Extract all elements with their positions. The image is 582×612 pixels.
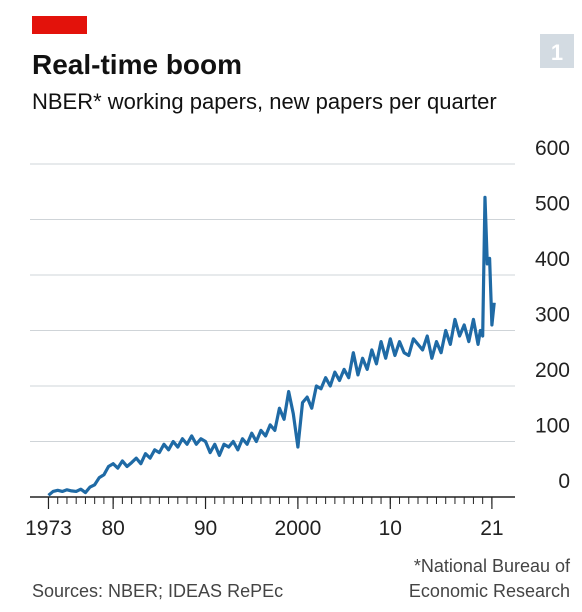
x-tick-label: 2000 — [275, 517, 322, 540]
x-tick-label: 1973 — [25, 517, 72, 540]
source: Sources: NBER; IDEAS RePEc — [32, 581, 283, 601]
y-tick-label: 200 — [535, 359, 570, 382]
chart-subtitle: NBER* working papers, new papers per qua… — [32, 89, 497, 114]
x-tick-label: 90 — [194, 517, 217, 540]
brand-bar — [32, 16, 87, 34]
y-tick-label: 400 — [535, 248, 570, 271]
y-tick-label: 0 — [558, 470, 570, 493]
badge-number: 1 — [551, 40, 563, 65]
y-tick-label: 300 — [535, 304, 570, 327]
footnote: *National Bureau of — [414, 556, 571, 576]
y-tick-label: 100 — [535, 415, 570, 438]
x-tick-label: 80 — [101, 517, 124, 540]
data-line — [47, 195, 496, 497]
x-tick-label: 21 — [480, 517, 503, 540]
chart-title: Real-time boom — [32, 49, 242, 80]
badge — [540, 34, 574, 68]
footnote: Economic Research — [409, 581, 570, 601]
y-tick-label: 600 — [535, 137, 570, 160]
x-tick-label: 10 — [379, 517, 402, 540]
y-tick-label: 500 — [535, 193, 570, 216]
